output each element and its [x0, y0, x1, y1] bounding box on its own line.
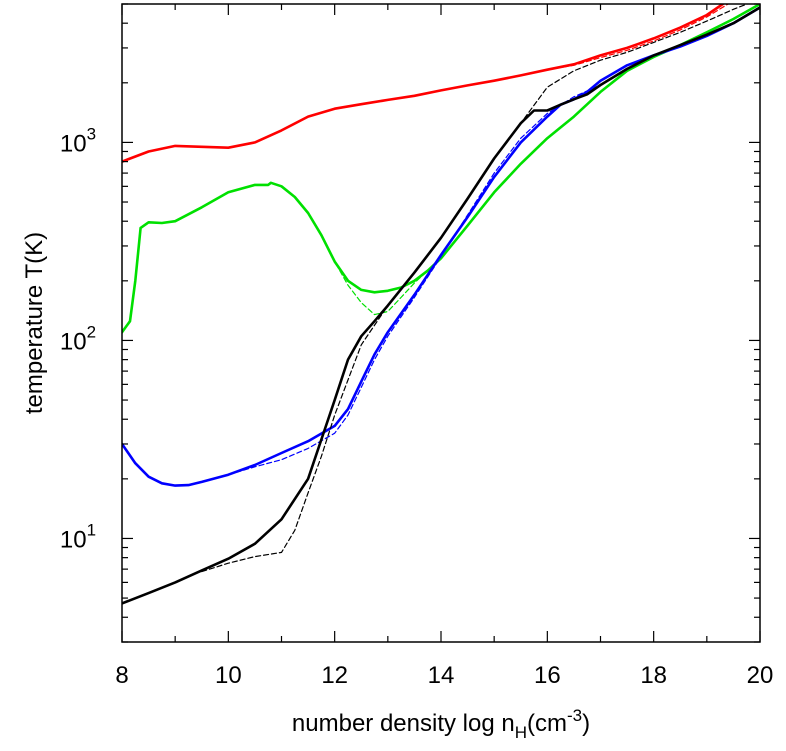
series-line-7 — [122, 6, 760, 605]
tick-layer — [121, 3, 761, 643]
x-tick-label: 16 — [534, 662, 561, 689]
series-line-6 — [227, 84, 602, 476]
x-tick-label: 10 — [215, 662, 242, 689]
x-tick-label: 12 — [321, 662, 348, 689]
tick-label-layer: 8 10 12 14 16 18 20 101 102 103 — [60, 124, 773, 689]
series-line-4 — [320, 234, 442, 316]
series-line-1 — [122, 4, 725, 163]
x-axis-title: number density log nH(cm-3) — [292, 706, 590, 742]
plot-frame — [121, 3, 761, 643]
series-line-3 — [122, 4, 760, 334]
x-tick-label: 18 — [640, 662, 667, 689]
y-tick-label: 102 — [60, 322, 96, 355]
x-tick-label: 14 — [428, 662, 455, 689]
y-tick-label: 103 — [60, 124, 96, 157]
y-axis-title: temperature T(K) — [21, 232, 48, 414]
series-line-8 — [201, 4, 749, 573]
x-tick-label: 20 — [747, 662, 774, 689]
x-tick-label: 8 — [115, 662, 128, 689]
series-layer — [122, 4, 760, 605]
series-line-2 — [546, 4, 729, 71]
series-line-5 — [122, 6, 760, 487]
y-tick-label: 101 — [60, 520, 96, 553]
